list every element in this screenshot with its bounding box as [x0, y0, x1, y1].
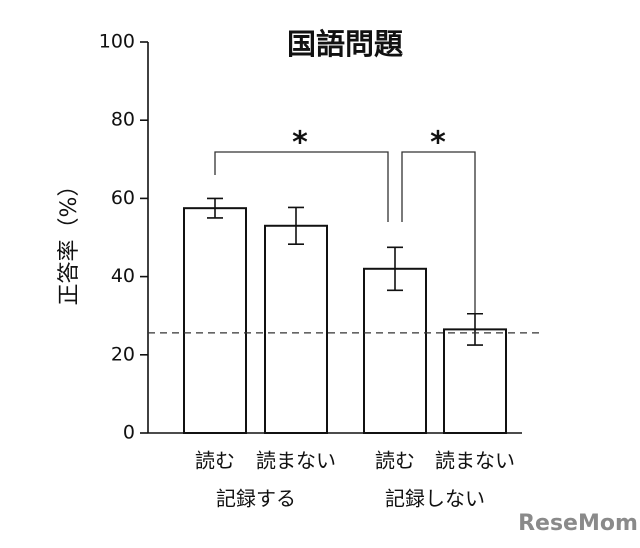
group-label: 記録する: [216, 487, 296, 511]
error-bar: [467, 312, 483, 346]
error-bar: [207, 197, 223, 219]
y-tick-label: 60: [111, 187, 135, 209]
significance-bracket: [214, 151, 389, 222]
x-tick-label: 読む: [195, 449, 235, 473]
y-tick-label: 20: [111, 343, 135, 365]
significance-label: *: [292, 126, 308, 161]
bar: [264, 224, 328, 434]
error-bar: [288, 206, 304, 245]
error-bar: [387, 246, 403, 292]
bar: [183, 207, 247, 434]
significance-bracket: [401, 151, 476, 313]
y-tick-label: 100: [99, 31, 135, 53]
group-label: 記録しない: [385, 487, 485, 511]
significance-label: *: [430, 126, 446, 161]
y-tick-label: 40: [111, 265, 135, 287]
watermark: ReseMom: [518, 511, 638, 536]
y-axis-label: 正答率（%）: [57, 175, 82, 306]
x-tick-label: 読まない: [435, 449, 515, 473]
x-tick-label: 読まない: [256, 449, 336, 473]
y-tick-label: 80: [111, 109, 135, 131]
x-tick-label: 読む: [375, 449, 415, 473]
bar: [443, 328, 507, 435]
y-tick-label: 0: [123, 422, 135, 444]
chart-title: 国語問題: [287, 27, 404, 61]
bar: [363, 267, 427, 434]
